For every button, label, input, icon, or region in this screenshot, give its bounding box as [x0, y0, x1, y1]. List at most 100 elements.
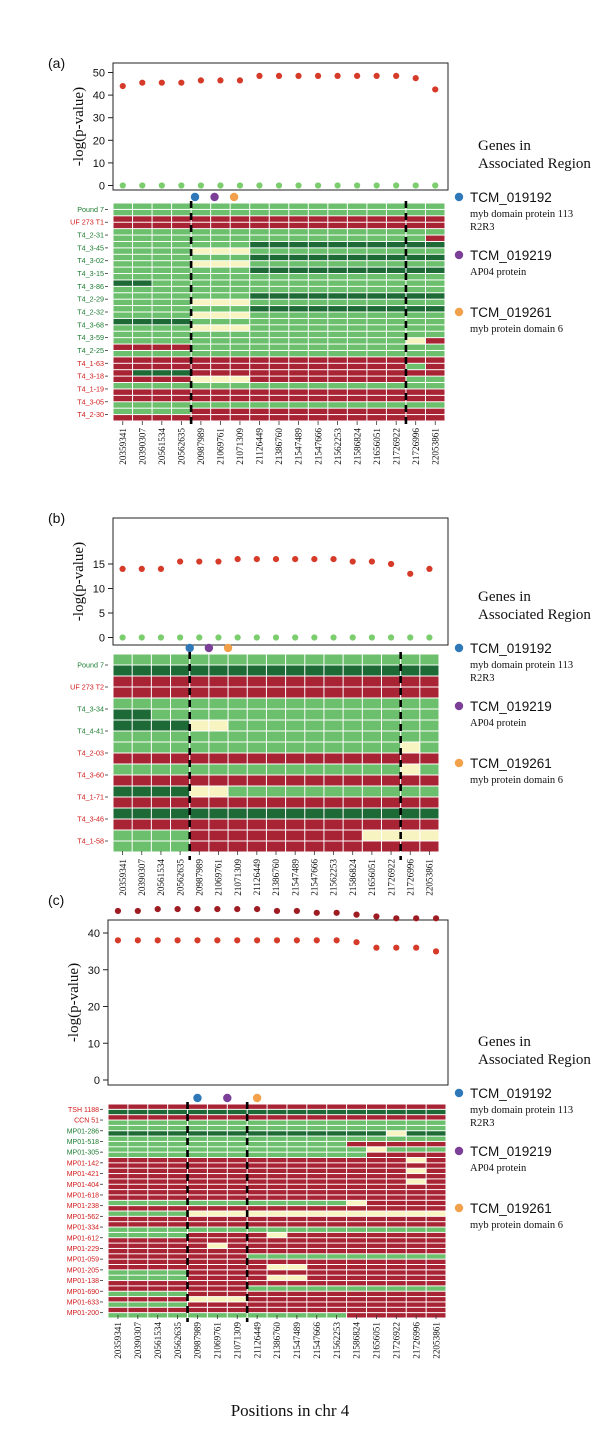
- heatmap-cell: [188, 1216, 207, 1222]
- heatmap-cell: [305, 742, 324, 753]
- heatmap-cell: [406, 1259, 426, 1264]
- heatmap-cell: [308, 357, 328, 363]
- heatmap-cell: [108, 1109, 128, 1115]
- heatmap-cell: [128, 1275, 148, 1281]
- heatmap-cell: [227, 1206, 247, 1211]
- heatmap-cell: [343, 775, 362, 786]
- data-point: [292, 634, 299, 641]
- gene-marker: [210, 192, 219, 202]
- data-point: [177, 634, 184, 641]
- heatmap-cell: [425, 331, 445, 338]
- heatmap-cell: [128, 1286, 148, 1291]
- heatmap-cell: [269, 350, 289, 357]
- heatmap-cell: [386, 1259, 406, 1264]
- heatmap-cell: [230, 357, 250, 363]
- heatmap-cell: [406, 1216, 426, 1222]
- heatmap-cell: [113, 654, 132, 665]
- data-point: [373, 72, 380, 79]
- gene-legend-marker: [454, 307, 464, 317]
- heatmap-cell: [327, 1141, 347, 1147]
- heatmap-cell: [425, 280, 445, 286]
- heatmap-cell: [172, 395, 191, 402]
- heatmap-cell: [168, 1281, 188, 1286]
- heatmap-cell: [230, 389, 250, 395]
- gene-legend-marker: [454, 192, 464, 202]
- heatmap-cell: [347, 299, 367, 306]
- heatmap-cell: [113, 830, 132, 841]
- heatmap-cell: [113, 318, 133, 325]
- heatmap-cell: [172, 235, 191, 241]
- heatmap-cell: [113, 720, 132, 731]
- heatmap-cell: [108, 1254, 128, 1259]
- data-point: [134, 937, 141, 944]
- heatmap-cell: [128, 1243, 148, 1248]
- heatmap-cell: [362, 764, 381, 775]
- data-point: [214, 906, 221, 913]
- heatmap-cell: [211, 402, 230, 408]
- heatmap-cell: [327, 1243, 347, 1248]
- heatmap-cell: [152, 376, 172, 383]
- heatmap-cell: [362, 753, 381, 764]
- heatmap-cell: [347, 209, 367, 216]
- heatmap-cell: [207, 1109, 227, 1115]
- heatmap-cell: [108, 1179, 128, 1184]
- heatmap-cell: [327, 1307, 347, 1313]
- heatmap-cell: [168, 1152, 188, 1157]
- data-point: [314, 182, 322, 189]
- heatmap-cell: [227, 1297, 247, 1302]
- heatmap-cell: [307, 1184, 327, 1190]
- heatmap-cell: [289, 312, 308, 318]
- heatmap-cell: [168, 1104, 188, 1109]
- heatmap-row-label: MP01-138: [67, 1278, 99, 1285]
- heatmap-cell: [168, 1222, 188, 1227]
- heatmap-cell: [286, 742, 305, 753]
- heatmap-cell: [347, 1227, 366, 1232]
- heatmap-cell: [347, 331, 367, 338]
- heatmap-cell: [426, 1136, 446, 1141]
- heatmap-cell: [367, 203, 386, 209]
- data-point: [407, 634, 414, 641]
- heatmap-cell: [386, 383, 406, 389]
- heatmap-cell: [247, 1168, 267, 1174]
- heatmap-cell: [207, 1152, 227, 1157]
- heatmap-cell: [207, 1232, 227, 1238]
- heatmap-cell: [250, 402, 269, 408]
- y-tick-label: 40: [93, 90, 105, 102]
- x-tick-label: 20562635: [177, 428, 187, 465]
- heatmap-cell: [247, 1163, 267, 1168]
- heatmap-cell: [386, 1174, 406, 1179]
- heatmap-cell: [211, 241, 230, 248]
- gene-marker: [185, 643, 194, 653]
- heatmap-cell: [133, 383, 152, 389]
- heatmap-cell: [347, 248, 367, 254]
- heatmap-cell: [211, 286, 230, 293]
- data-point: [256, 72, 263, 79]
- heatmap-cell: [266, 698, 286, 709]
- heatmap-cell: [362, 687, 381, 698]
- heatmap-cell: [406, 312, 425, 318]
- x-tick-label: 20561534: [156, 859, 166, 896]
- heatmap-cell: [191, 395, 211, 402]
- heatmap-cell: [426, 1163, 446, 1168]
- x-tick-label: 21547666: [312, 1322, 322, 1359]
- data-point: [119, 634, 126, 641]
- heatmap-cell: [267, 1174, 287, 1179]
- heatmap-cell: [227, 1120, 247, 1125]
- heatmap-cell: [113, 676, 132, 687]
- heatmap-cell: [386, 1297, 406, 1302]
- heatmap-cell: [381, 797, 401, 808]
- heatmap-cell: [168, 1141, 188, 1147]
- heatmap-cell: [211, 415, 230, 421]
- heatmap-cell: [401, 797, 420, 808]
- heatmap-cell: [113, 216, 133, 222]
- x-tick-label: 21547666: [310, 859, 320, 896]
- heatmap-cell: [366, 1265, 386, 1270]
- heatmap-cell: [289, 229, 308, 235]
- heatmap-cell: [287, 1152, 307, 1157]
- data-point: [333, 909, 340, 916]
- heatmap-cell: [307, 1168, 327, 1174]
- heatmap-cell: [250, 331, 269, 338]
- x-tick-label: 20390307: [133, 1322, 143, 1359]
- heatmap-cell: [406, 1275, 426, 1281]
- heatmap-cell: [425, 318, 445, 325]
